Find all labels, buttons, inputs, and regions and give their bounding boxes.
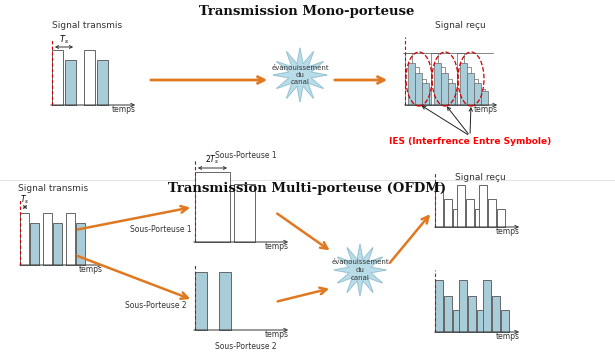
Text: $2T_s$: $2T_s$ [205, 154, 220, 166]
Bar [467, 73, 474, 105]
Text: Signal transmis: Signal transmis [52, 21, 122, 30]
Polygon shape [273, 48, 327, 102]
Bar [415, 73, 422, 105]
Bar [53, 223, 62, 265]
Bar [464, 67, 471, 105]
Bar [479, 185, 487, 227]
Bar [435, 280, 443, 332]
Text: Sous-Porteuse 1: Sous-Porteuse 1 [130, 225, 192, 234]
Bar [429, 91, 436, 105]
Bar [434, 63, 441, 105]
Bar [195, 172, 230, 242]
Bar [460, 63, 467, 105]
Bar [459, 280, 467, 332]
Bar [438, 67, 445, 105]
Bar [481, 91, 488, 105]
Bar [477, 310, 485, 332]
Text: Signal reçu: Signal reçu [435, 21, 485, 30]
Bar [478, 89, 485, 105]
Bar [412, 67, 419, 105]
Bar [488, 199, 496, 227]
Bar [426, 89, 433, 105]
Bar [453, 209, 461, 227]
Bar [457, 53, 464, 105]
Text: Signal transmis: Signal transmis [18, 184, 88, 193]
Bar [452, 89, 459, 105]
Bar [474, 83, 481, 105]
Text: temps: temps [474, 105, 498, 114]
Text: évanouissement
du
canal: évanouissement du canal [331, 260, 389, 280]
Text: Transmission Multi-porteuse (OFDM): Transmission Multi-porteuse (OFDM) [168, 182, 446, 195]
Bar [466, 199, 474, 227]
Bar [492, 296, 500, 332]
Text: $T_s$: $T_s$ [20, 193, 30, 206]
Text: temps: temps [79, 265, 103, 274]
Bar [66, 213, 75, 265]
Bar [455, 91, 462, 105]
Text: IES (Interfrence Entre Symbole): IES (Interfrence Entre Symbole) [389, 137, 551, 146]
Bar [475, 209, 483, 227]
Bar [445, 79, 452, 105]
Bar [435, 185, 443, 227]
Bar [219, 272, 231, 330]
Bar [52, 50, 63, 105]
Bar [444, 296, 452, 332]
Bar [483, 280, 491, 332]
Text: Signal reçu: Signal reçu [454, 173, 506, 182]
Text: évanouissement
du
canal: évanouissement du canal [271, 64, 329, 85]
Bar [30, 223, 39, 265]
Bar [468, 296, 476, 332]
Bar [501, 310, 509, 332]
Text: temps: temps [265, 330, 289, 339]
Bar [422, 83, 429, 105]
Bar [419, 79, 426, 105]
Bar [448, 83, 455, 105]
Text: Sous-Porteuse 2: Sous-Porteuse 2 [125, 301, 186, 310]
Bar [65, 60, 76, 105]
Bar [457, 185, 465, 227]
Bar [408, 63, 415, 105]
Bar [234, 184, 255, 242]
Text: Transmission Mono-porteuse: Transmission Mono-porteuse [199, 5, 415, 18]
Text: temps: temps [496, 227, 520, 236]
Bar [497, 209, 505, 227]
Bar [76, 223, 85, 265]
Bar [43, 213, 52, 265]
Text: Sous-Porteuse 1: Sous-Porteuse 1 [215, 151, 277, 160]
Bar [431, 53, 438, 105]
Bar [444, 199, 452, 227]
Bar [441, 73, 448, 105]
Polygon shape [334, 244, 386, 296]
Text: temps: temps [496, 332, 520, 341]
Text: temps: temps [265, 242, 289, 251]
Bar [471, 79, 478, 105]
Bar [453, 310, 461, 332]
Bar [405, 53, 412, 105]
Bar [84, 50, 95, 105]
Bar [20, 213, 29, 265]
Text: $T_s$: $T_s$ [59, 33, 69, 45]
Bar [97, 60, 108, 105]
Text: temps: temps [112, 105, 136, 114]
Bar [195, 272, 207, 330]
Text: Sous-Porteuse 2: Sous-Porteuse 2 [215, 342, 277, 351]
